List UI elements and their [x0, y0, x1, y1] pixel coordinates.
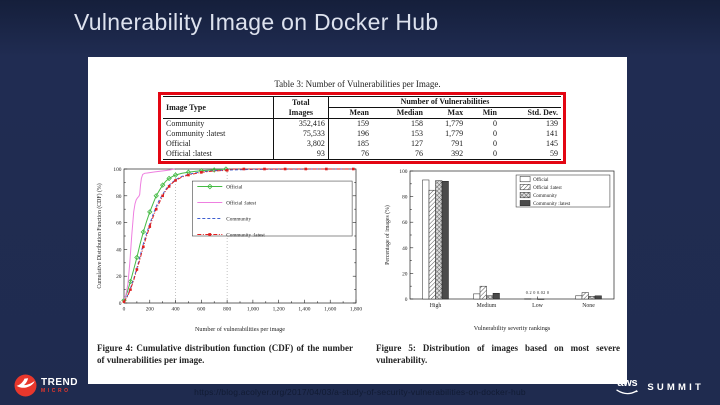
svg-text:800: 800: [223, 307, 231, 313]
cdf-chart: 0 200 400 600 800 1,000 1,200 1,400 1,600 1,800 0 2…: [96, 166, 362, 333]
svg-text:Cumulative Distribution Functi: Cumulative Distribution Function (CDF) (…: [96, 183, 103, 288]
svg-text:0: 0: [119, 301, 122, 307]
subheader-min: Min: [466, 107, 500, 119]
table-row: Community 352,416 159 158 1,779 0 139: [163, 118, 561, 129]
col-header-image-type: Image Type: [163, 96, 274, 119]
svg-text:20: 20: [402, 271, 408, 277]
figure4-caption: Figure 4: Cumulative distribution functi…: [97, 343, 353, 365]
vulnerability-table: Image Type Total Images Number of Vulner…: [163, 96, 561, 160]
table-row: Community :latest 75,533 196 153 1,779 0 141: [163, 129, 561, 139]
svg-text:Vulnerability severity ranking: Vulnerability severity rankings: [474, 325, 551, 332]
svg-text:Community: Community: [226, 216, 251, 222]
summit-word: SUMMIT: [647, 381, 704, 393]
svg-text:600: 600: [197, 307, 205, 313]
svg-text:80: 80: [402, 195, 408, 201]
aws-smile-icon: aws: [615, 378, 639, 396]
table-row: Official 3,802 185 127 791 0 145: [163, 139, 561, 149]
severity-bar-chart: 0 20 40 60 80 100 High Medium Low 0.2 0 0.02 0 Non…: [384, 169, 615, 332]
svg-text:Official :latest: Official :latest: [533, 186, 562, 191]
svg-text:80: 80: [116, 194, 122, 200]
svg-text:Official :latest: Official :latest: [226, 199, 256, 206]
micro-word: MICRO: [41, 387, 71, 394]
subheader-max: Max: [425, 107, 467, 119]
subheader-median: Median: [372, 107, 426, 119]
svg-text:1,200: 1,200: [273, 307, 285, 313]
svg-text:Medium: Medium: [477, 303, 497, 309]
figure-captions: Figure 4: Cumulative distribution functi…: [97, 343, 620, 366]
subheader-mean: Mean: [328, 107, 373, 119]
svg-text:200: 200: [146, 307, 154, 313]
source-url-link[interactable]: https://blog.acolyer.org/2017/04/03/a-st…: [194, 387, 526, 397]
col-header-total-images: Total Images: [273, 96, 329, 119]
svg-text:1,400: 1,400: [298, 307, 310, 313]
aws-summit-logo: aws SUMMIT: [615, 378, 704, 396]
svg-text:Percentage of images (%): Percentage of images (%): [384, 205, 391, 265]
svg-text:Official: Official: [533, 178, 549, 183]
svg-text:100: 100: [399, 169, 407, 175]
svg-text:None: None: [582, 303, 595, 309]
vuln-table-body: Community 352,416 159 158 1,779 0 139 Community…: [163, 118, 561, 160]
svg-text:0: 0: [405, 297, 408, 303]
svg-text:0: 0: [123, 307, 126, 313]
trend-micro-logo: TREND MICRO: [14, 374, 78, 397]
svg-text:400: 400: [172, 307, 180, 313]
red-highlight-box: Image Type Total Images Number of Vulner…: [158, 92, 566, 164]
svg-text:Community :latest: Community :latest: [533, 202, 571, 207]
trend-word: TREND: [41, 376, 78, 388]
svg-text:Community :latest: Community :latest: [226, 232, 265, 238]
svg-text:40: 40: [116, 247, 122, 253]
svg-text:Community: Community: [533, 194, 557, 199]
svg-text:40: 40: [402, 246, 408, 252]
subheader-std-dev-: Std. Dev.: [499, 107, 561, 119]
figure5-caption: Figure 5: Distribution of images based o…: [376, 343, 620, 365]
trend-micro-ball-icon: [14, 374, 37, 397]
svg-text:High: High: [430, 303, 442, 309]
svg-text:1,600: 1,600: [324, 307, 336, 313]
table-subheader-row: Mean Median Max Min Std. Dev.: [163, 107, 561, 119]
svg-text:100: 100: [113, 167, 121, 173]
svg-text:Number of vulnerabilities per: Number of vulnerabilities per image: [195, 326, 285, 333]
paper-content-panel: Table 3: Number of Vulnerabilities per I…: [88, 57, 627, 384]
svg-text:20: 20: [116, 274, 122, 280]
slide-title: Vulnerability Image on Docker Hub: [74, 9, 439, 35]
col-group-header: Number of Vulnerabilities: [328, 96, 561, 108]
svg-text:Low: Low: [532, 303, 543, 309]
svg-text:1,000: 1,000: [247, 307, 259, 313]
svg-text:0.2 0 0.02 0: 0.2 0 0.02 0: [526, 290, 550, 295]
svg-text:60: 60: [402, 220, 408, 226]
table-caption: Table 3: Number of Vulnerabilities per I…: [274, 79, 441, 89]
svg-text:60: 60: [116, 221, 122, 227]
figures-row: 0 200 400 600 800 1,000 1,200 1,400 1,600 1,800 0 2…: [94, 161, 622, 333]
table-row: Official :latest 93 76 76 392 0 59: [163, 149, 561, 160]
svg-text:Official: Official: [226, 183, 243, 190]
svg-text:1,800: 1,800: [350, 307, 362, 313]
